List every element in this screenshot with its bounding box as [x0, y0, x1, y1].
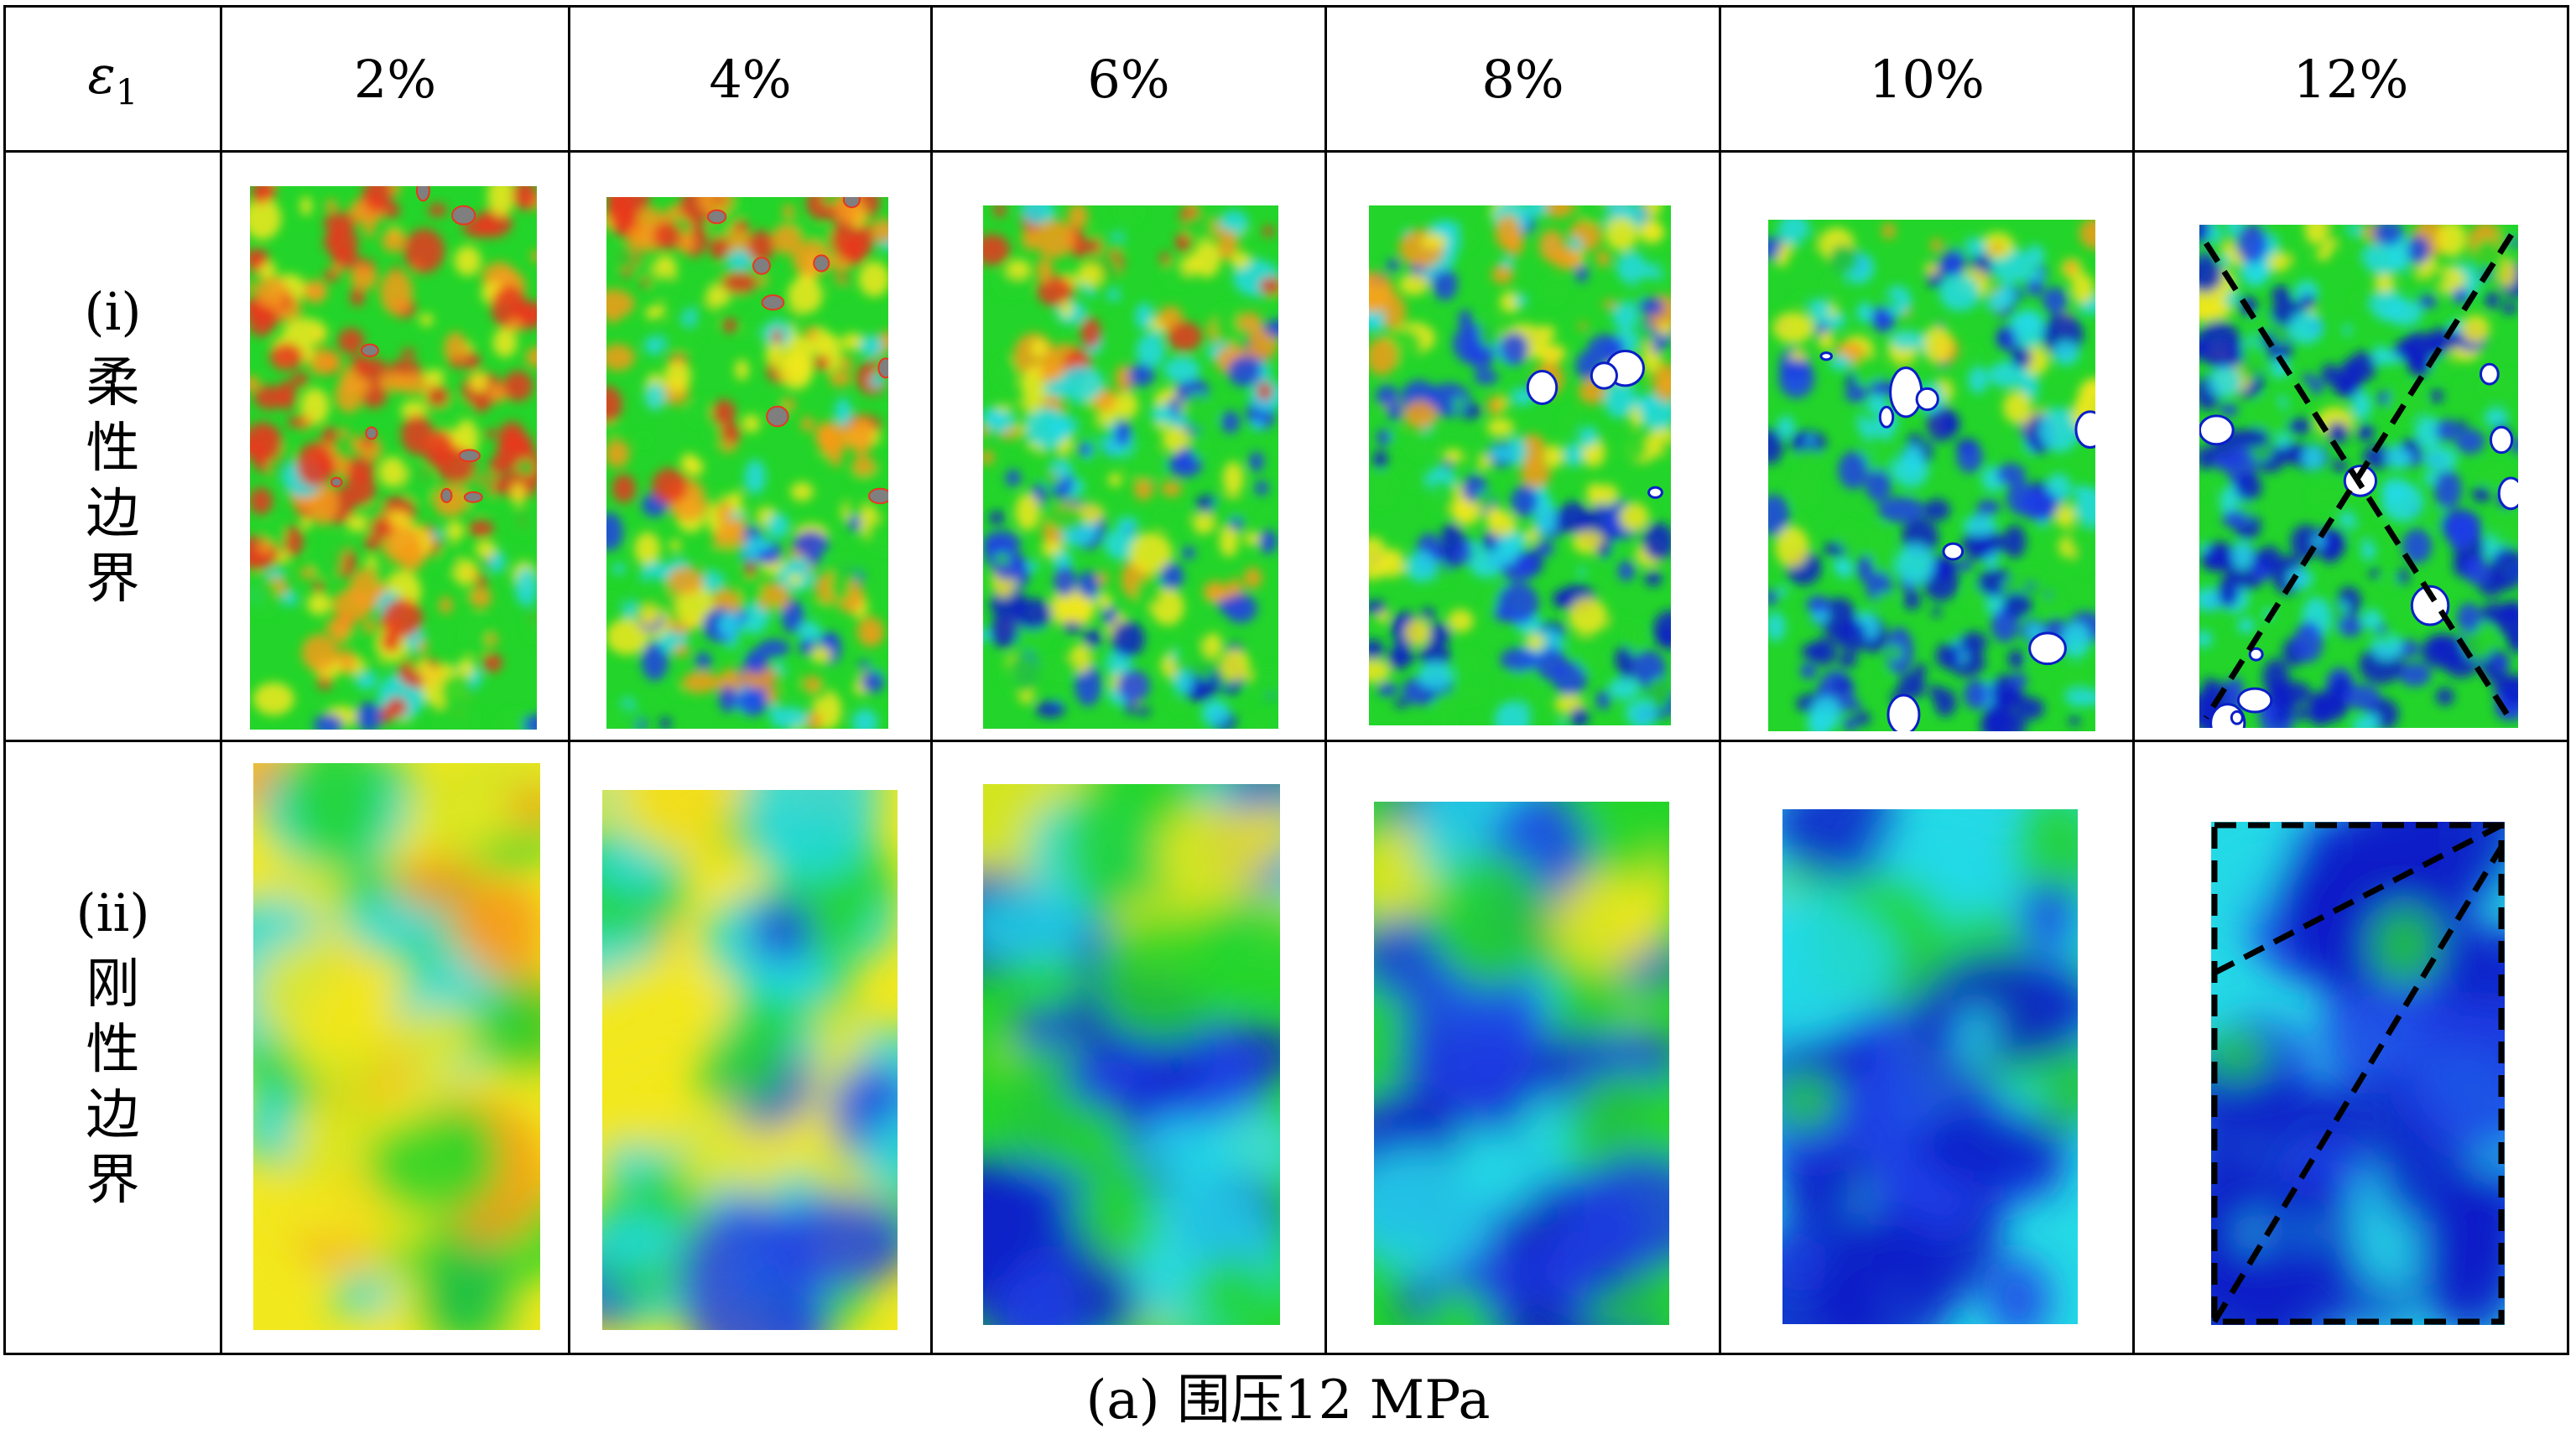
- row-label-flexible-boundary: (i) 柔 性 边 界: [3, 150, 222, 742]
- row-char: 性: [86, 417, 140, 480]
- row-number-ii: (ii): [75, 881, 150, 943]
- header-12pct: 12%: [2132, 5, 2569, 153]
- row-char: 柔: [86, 351, 140, 414]
- strain-map-flexible-10pct: [1768, 220, 2095, 731]
- row-char: 性: [86, 1018, 140, 1081]
- row-char: 刚: [86, 953, 140, 1016]
- header-2pct: 2%: [220, 5, 570, 153]
- strain-map-rigid-10pct: [1782, 809, 2078, 1324]
- row-char: 边: [86, 482, 140, 545]
- strain-map-rigid-4pct: [602, 790, 898, 1330]
- header-10pct: 10%: [1719, 5, 2135, 153]
- epsilon-subscript: 1: [115, 71, 138, 113]
- row-char: 界: [86, 548, 140, 610]
- strain-map-flexible-8pct: [1369, 205, 1671, 725]
- header-8pct: 8%: [1324, 5, 1721, 153]
- row-number-i: (i): [84, 280, 142, 342]
- figure-caption: (a) 围压12 MPa: [1085, 1369, 1491, 1431]
- strain-map-rigid-2pct: [253, 763, 540, 1330]
- header-4pct: 4%: [568, 5, 933, 153]
- row-char: 界: [86, 1149, 140, 1212]
- row-char: 边: [86, 1083, 140, 1146]
- epsilon-symbol: ε: [87, 44, 116, 107]
- row-label-rigid-boundary: (ii) 刚 性 边 界: [3, 740, 222, 1355]
- strain-map-rigid-8pct: [1374, 802, 1669, 1325]
- header-6pct: 6%: [930, 5, 1327, 153]
- strain-map-flexible-6pct: [983, 205, 1278, 729]
- strain-map-rigid-12pct: [2211, 822, 2505, 1325]
- strain-map-flexible-2pct: [250, 186, 537, 730]
- strain-map-rigid-6pct: [983, 784, 1280, 1325]
- strain-map-flexible-4pct: [606, 197, 888, 729]
- strain-axis-label: ε1: [3, 5, 222, 153]
- strain-map-flexible-12pct: [2199, 225, 2518, 728]
